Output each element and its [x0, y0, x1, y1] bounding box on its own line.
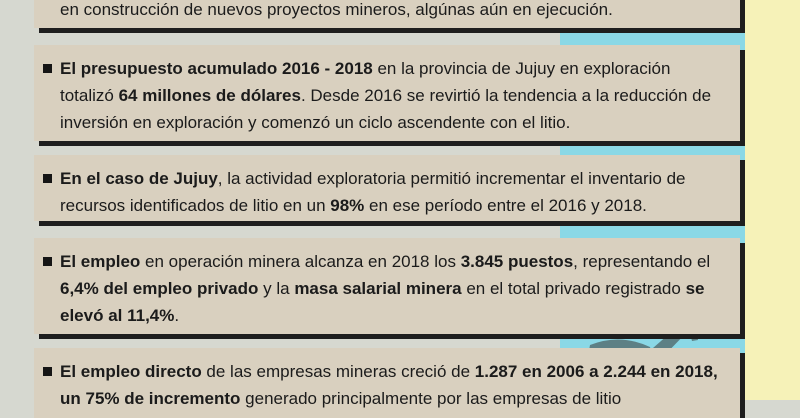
info-card-3: El empleo en operación minera alcanza en… [34, 238, 740, 334]
body-text: de las empresas mineras creció de [201, 362, 475, 381]
info-card-2: En el caso de Jujuy, la actividad explor… [34, 155, 740, 221]
highlight-text: se elevó al 11,4% [60, 279, 705, 325]
highlight-text: masa salarial minera [294, 279, 462, 298]
info-card-0: en construcción de nuevos proyectos mine… [34, 0, 740, 28]
square-bullet-icon [43, 174, 52, 183]
highlight-text: El presupuesto acumulado 2016 - 2018 [60, 59, 373, 78]
body-text: . [174, 306, 180, 325]
highlight-text: 64 millones de dólares [118, 86, 301, 105]
body-text: en construcción de nuevos proyectos mine… [60, 0, 613, 19]
card-text: En el caso de Jujuy, la actividad explor… [60, 165, 726, 219]
body-text: . Desde 2016 se revirtió la tendencia a … [60, 86, 712, 132]
body-text: en ese período entre el 2016 y 2018. [364, 196, 647, 215]
body-text: y la [258, 279, 295, 298]
square-bullet-icon [43, 64, 52, 73]
card-text: en construcción de nuevos proyectos mine… [60, 0, 726, 23]
body-text: en operación minera alcanza en 2018 los [140, 252, 461, 271]
yellow-side-stripe [745, 0, 800, 400]
body-text: generado principalmente por las empresas… [240, 389, 622, 408]
highlight-text: El empleo directo [60, 362, 202, 381]
highlight-text: El empleo [60, 252, 141, 271]
body-text: , representando el [573, 252, 711, 271]
card-text: El presupuesto acumulado 2016 - 2018 en … [60, 55, 726, 136]
square-bullet-icon [43, 257, 52, 266]
body-text: , la actividad exploratoria permitió inc… [60, 169, 686, 215]
info-card-1: El presupuesto acumulado 2016 - 2018 en … [34, 45, 740, 141]
card-text: El empleo directo de las empresas minera… [60, 358, 726, 412]
body-text: en la provincia de Jujuy en exploración … [60, 59, 671, 105]
body-text: en el total privado registrado [461, 279, 686, 298]
highlight-text: 6,4% del empleo privado [60, 279, 259, 298]
card-text: El empleo en operación minera alcanza en… [60, 248, 726, 329]
highlight-text: 98% [330, 196, 365, 215]
square-bullet-icon [43, 367, 52, 376]
highlight-text: 3.845 puestos [460, 252, 574, 271]
highlight-text: En el caso de Jujuy [60, 169, 218, 188]
info-card-4: El empleo directo de las empresas minera… [34, 348, 740, 418]
